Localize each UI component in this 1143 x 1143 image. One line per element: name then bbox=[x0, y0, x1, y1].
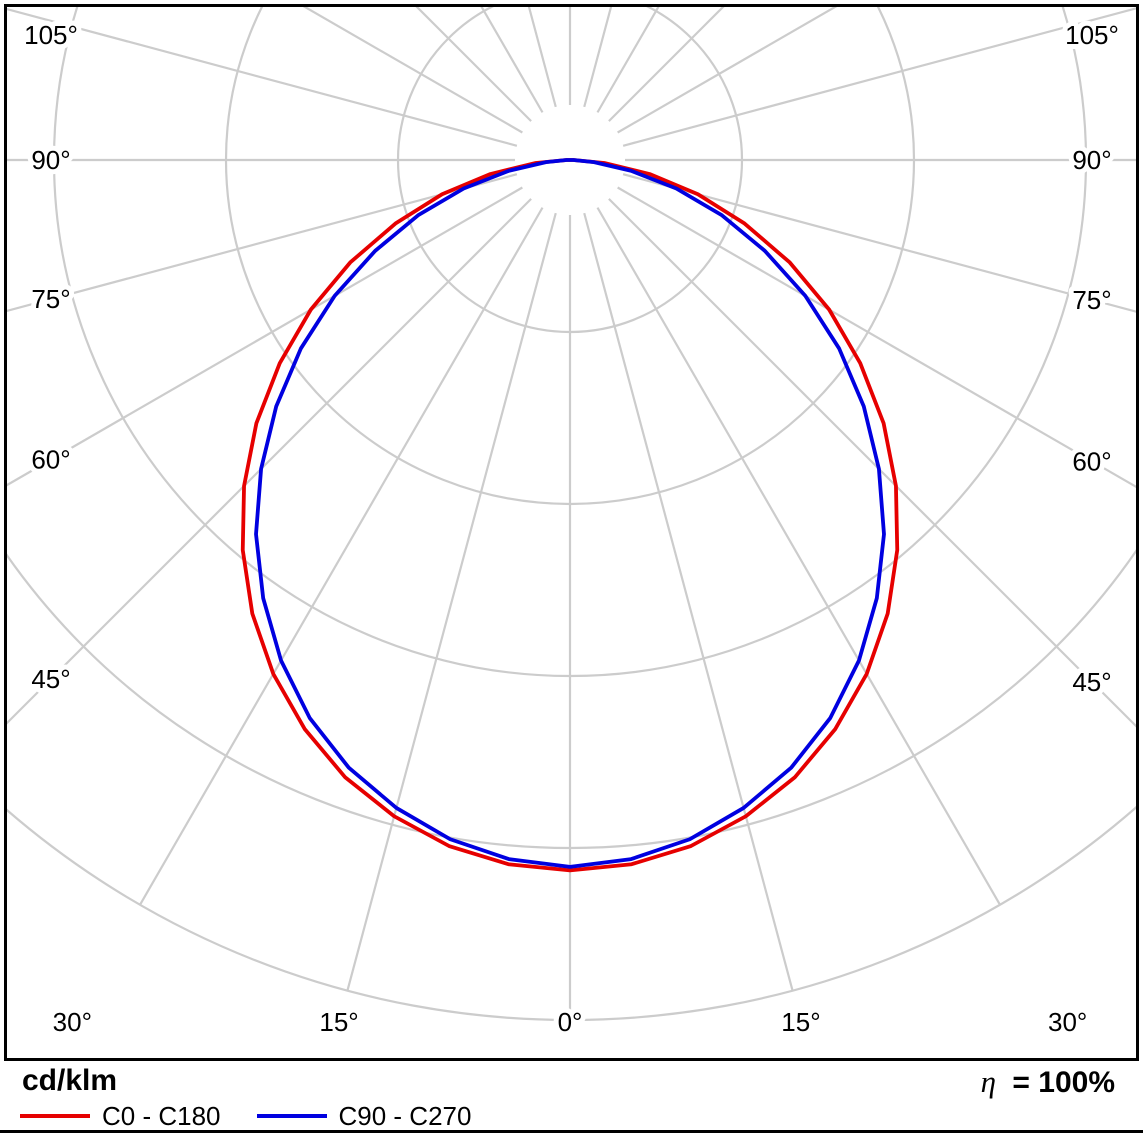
grid-ray bbox=[622, 7, 1136, 147]
grid-ray bbox=[7, 173, 518, 312]
angle-label: 30° bbox=[53, 1007, 92, 1037]
polar-chart: 105° 90° 75° 60° 45° 30° 15° 0° 15° 30° 45° 60° 75° 9… bbox=[7, 7, 1136, 1042]
bottom-rule bbox=[0, 1130, 1143, 1133]
legend-swatch-red-line bbox=[20, 1114, 90, 1118]
grid-ray bbox=[617, 186, 1136, 489]
angle-label: 75° bbox=[31, 284, 70, 314]
legend-label-c0-c180: C0 - C180 bbox=[102, 1100, 221, 1131]
angle-label: 105° bbox=[1065, 20, 1119, 50]
angle-label: 0° bbox=[558, 1007, 583, 1037]
angle-label: 90° bbox=[31, 145, 70, 175]
grid-ray bbox=[480, 7, 544, 113]
efficiency-label: η = 100% bbox=[981, 1064, 1115, 1100]
angle-label: 15° bbox=[781, 1007, 820, 1037]
legend-item-c0-c180: C0 - C180 bbox=[20, 1101, 221, 1132]
legend-swatch-blue-line bbox=[256, 1114, 327, 1118]
grid-ray bbox=[608, 198, 1136, 728]
angle-label: 60° bbox=[1072, 446, 1111, 476]
grid-ray bbox=[139, 207, 544, 906]
grid-ray bbox=[7, 198, 532, 725]
grid-ray bbox=[622, 173, 1136, 313]
efficiency-value: = 100% bbox=[1012, 1066, 1115, 1099]
units-label: cd/klm bbox=[22, 1064, 118, 1097]
eta-symbol: η bbox=[980, 1064, 997, 1099]
grid-ray bbox=[346, 212, 557, 991]
polar-chart-frame: 105° 90° 75° 60° 45° 30° 15° 0° 15° 30° 45° 60° 75° 9… bbox=[4, 4, 1139, 1061]
angle-label: 90° bbox=[1072, 145, 1111, 175]
angle-label: 105° bbox=[24, 20, 78, 50]
angle-label: 15° bbox=[319, 1007, 358, 1037]
angle-label: 75° bbox=[1072, 285, 1111, 315]
grid-ray bbox=[583, 212, 794, 991]
grid-ray bbox=[415, 7, 532, 122]
grid-ray bbox=[302, 7, 523, 134]
intensity-curve-c0-c180 bbox=[240, 158, 900, 873]
angle-label: 30° bbox=[1048, 1007, 1087, 1037]
legend-item-c90-c270: C90 - C270 bbox=[256, 1100, 472, 1132]
grid-ring bbox=[7, 548, 1136, 849]
grid-ray bbox=[617, 7, 838, 134]
angle-label: 45° bbox=[1072, 667, 1111, 697]
grid-ray bbox=[7, 8, 518, 147]
angle-label: 45° bbox=[31, 664, 70, 694]
grid-ray bbox=[7, 186, 523, 487]
grid-ray bbox=[608, 7, 725, 122]
legend-label-c90-c270: C90 - C270 bbox=[338, 1100, 472, 1131]
legend: C0 - C180 C90 - C270 bbox=[20, 1101, 507, 1131]
intensity-curve-c90-c270 bbox=[254, 158, 886, 869]
grid-ray bbox=[596, 207, 1001, 906]
grid-ray bbox=[596, 7, 660, 113]
angle-label: 60° bbox=[31, 445, 70, 475]
